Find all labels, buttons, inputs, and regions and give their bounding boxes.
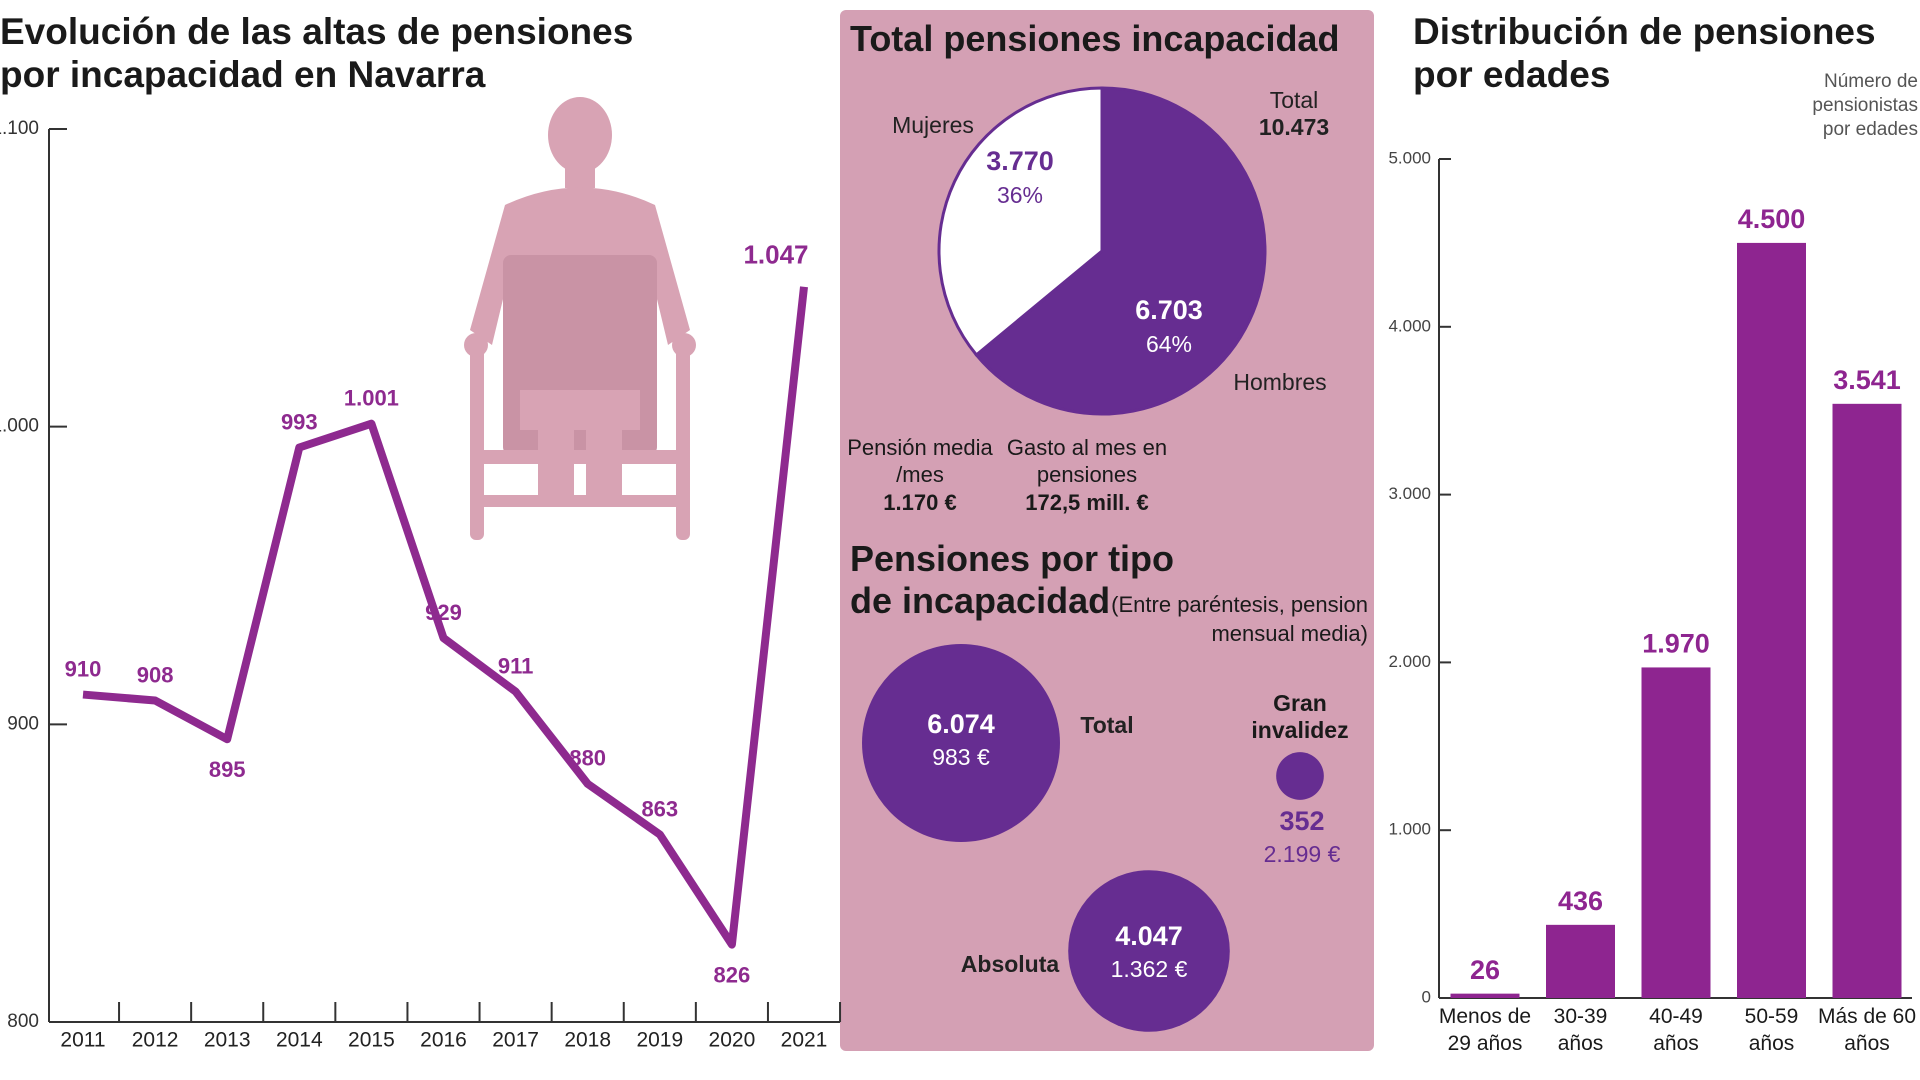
y-tick-label: 5.000 xyxy=(1388,148,1431,167)
x-tick-label: 2011 xyxy=(60,1029,105,1052)
percent-label: 64% xyxy=(1146,331,1192,357)
value-label: 908 xyxy=(137,662,174,687)
note-value: 172,5 mill. € xyxy=(1025,490,1149,515)
value-label: 1.047 xyxy=(743,240,808,270)
y-tick-label: 800 xyxy=(7,1011,39,1032)
x-tick-label: Menos de 29 años xyxy=(1438,1005,1532,1055)
value-label: 826 xyxy=(714,962,751,987)
y-tick-label: 1.000 xyxy=(1388,820,1431,839)
pie-slice xyxy=(937,86,1104,357)
value-label: 3.770 xyxy=(986,146,1054,176)
x-tick-label: 2015 xyxy=(348,1029,395,1052)
value-label: 6.703 xyxy=(1135,295,1203,325)
x-tick-label: 2014 xyxy=(276,1029,323,1052)
bar xyxy=(1641,667,1711,998)
y-tick-label: 4.000 xyxy=(1388,316,1431,335)
value-label: 910 xyxy=(65,656,102,681)
value-label: 863 xyxy=(641,796,678,821)
chart-title: Pensiones por tipo de incapacidad xyxy=(850,538,1175,621)
chart-title: Total pensiones incapacidad xyxy=(850,18,1340,59)
chart-subtitle: (Entre paréntesis, pension mensual media… xyxy=(1111,592,1368,646)
value-label: 26 xyxy=(1470,955,1500,985)
y-tick-label: 0 xyxy=(1422,987,1431,1006)
value-label: 1.970 xyxy=(1642,629,1710,659)
y-tick-label: 1.000 xyxy=(0,416,39,437)
percent-label: 36% xyxy=(997,182,1043,208)
chart-subtitle: Número de pensionistas por edades xyxy=(1812,71,1918,140)
value-label: 4.047 xyxy=(1115,921,1183,951)
pension-label: 2.199 € xyxy=(1264,841,1341,867)
total-value: 10.473 xyxy=(1259,114,1329,140)
line-series xyxy=(82,286,808,949)
x-tick-label: 2013 xyxy=(204,1029,251,1052)
value-label: 895 xyxy=(209,757,246,782)
value-label: 4.500 xyxy=(1738,204,1806,234)
y-tick-label: 900 xyxy=(7,713,39,734)
bubble xyxy=(862,644,1060,842)
pension-label: 983 € xyxy=(932,744,990,770)
legend-label: Mujeres xyxy=(892,112,974,138)
y-tick-label: 2.000 xyxy=(1388,652,1431,671)
value-label: 911 xyxy=(498,653,534,678)
bar xyxy=(1737,242,1806,998)
bar xyxy=(1832,403,1902,998)
chart-title: Evolución de las altas de pensiones por … xyxy=(0,11,634,95)
legend-label: Hombres xyxy=(1233,369,1326,395)
value-label: 880 xyxy=(569,746,606,771)
bubble-label: Gran invalidez xyxy=(1251,690,1349,743)
value-label: 993 xyxy=(281,409,318,434)
value-label: 1.001 xyxy=(344,386,399,411)
total-name: Total xyxy=(1270,87,1319,113)
bubble xyxy=(1276,752,1324,800)
x-tick-label: 30-39 años xyxy=(1553,1005,1608,1055)
value-label: 352 xyxy=(1279,806,1324,836)
x-tick-label: Más de 60 años xyxy=(1817,1005,1917,1055)
pie-slice xyxy=(974,86,1267,416)
x-tick-label: 2019 xyxy=(636,1029,683,1052)
bubble xyxy=(1068,870,1230,1032)
bar xyxy=(1546,924,1615,998)
value-label: 6.074 xyxy=(927,709,995,739)
pension-label: 1.362 € xyxy=(1111,956,1188,982)
bar xyxy=(1450,993,1520,998)
y-tick-label: 3.000 xyxy=(1388,484,1431,503)
x-tick-label: 40-49 años xyxy=(1649,1005,1703,1055)
note-value: 1.170 € xyxy=(883,490,957,515)
x-tick-label: 2021 xyxy=(781,1029,828,1052)
x-tick-label: 2018 xyxy=(564,1029,611,1052)
x-tick-label: 50-59 años xyxy=(1744,1005,1799,1055)
note-label: Gasto al mes en pensiones xyxy=(1006,435,1168,487)
value-label: 436 xyxy=(1558,886,1603,916)
wheelchair-silhouette xyxy=(464,97,696,540)
value-label: 3.541 xyxy=(1833,365,1901,395)
y-tick-label: 1.100 xyxy=(0,118,39,139)
x-tick-label: 2017 xyxy=(492,1029,539,1052)
chart-title: Distribución de pensiones por edades xyxy=(1413,11,1876,95)
note-label: Pensión media /mes xyxy=(847,435,993,487)
bubble-label: Total xyxy=(1080,712,1133,738)
value-label: 929 xyxy=(425,600,462,625)
x-tick-label: 2016 xyxy=(420,1029,467,1052)
x-tick-label: 2020 xyxy=(709,1029,756,1052)
bubble-label: Absoluta xyxy=(961,951,1060,977)
x-tick-label: 2012 xyxy=(132,1029,179,1052)
